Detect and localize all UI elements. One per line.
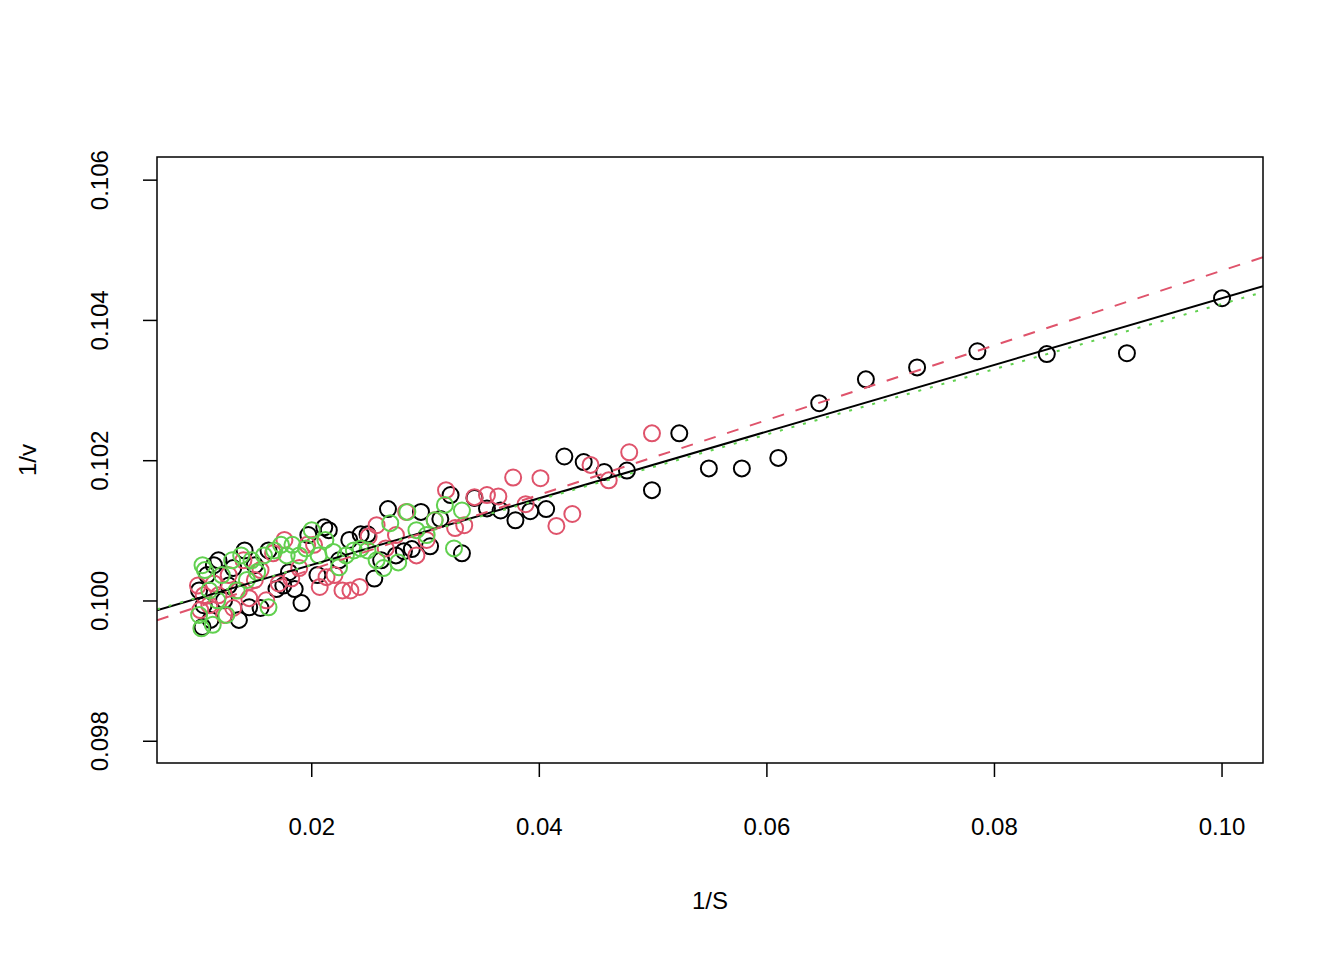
x-tick <box>311 763 313 777</box>
y-tick <box>143 179 157 181</box>
y-tick-label: 0.104 <box>86 290 113 350</box>
x-tick-label: 0.02 <box>288 813 335 840</box>
x-axis-title: 1/S <box>692 887 728 914</box>
point <box>437 497 453 513</box>
point <box>1119 345 1135 361</box>
point <box>532 470 548 486</box>
point <box>224 552 240 568</box>
plot-area <box>157 257 1263 636</box>
point <box>438 482 454 498</box>
point <box>243 552 259 568</box>
x-tick-label: 0.08 <box>971 813 1018 840</box>
point <box>214 567 230 583</box>
x-tick-label: 0.06 <box>744 813 791 840</box>
point <box>271 575 287 591</box>
point <box>233 547 249 563</box>
x-tick <box>994 763 996 777</box>
point <box>644 482 660 498</box>
point <box>548 518 564 534</box>
point <box>312 579 328 595</box>
y-tick <box>143 320 157 322</box>
point <box>352 579 368 595</box>
point <box>621 444 637 460</box>
point <box>671 425 687 441</box>
point <box>261 599 277 615</box>
background <box>0 0 1344 960</box>
point <box>191 607 207 623</box>
point <box>304 522 320 538</box>
point-series <box>191 497 470 636</box>
point <box>205 617 221 633</box>
y-tick-label: 0.098 <box>86 711 113 771</box>
point <box>556 448 572 464</box>
y-tick <box>143 460 157 462</box>
point <box>734 460 750 476</box>
point <box>266 542 282 558</box>
point <box>466 489 482 505</box>
y-tick-label: 0.106 <box>86 150 113 210</box>
y-tick-label: 0.102 <box>86 431 113 491</box>
point <box>505 470 521 486</box>
axes: 0.02 0.04 0.06 0.08 0.10 0.098 0.100 0.102 0.104… <box>86 150 1245 840</box>
x-tick <box>539 763 541 777</box>
point <box>564 506 580 522</box>
point <box>195 557 211 573</box>
point <box>454 503 470 519</box>
point <box>218 607 234 623</box>
point-series <box>190 425 660 623</box>
point <box>427 512 443 528</box>
point <box>969 343 985 359</box>
point <box>317 532 333 548</box>
x-tick-label: 0.04 <box>516 813 563 840</box>
fit-line <box>157 286 1263 610</box>
point <box>770 450 786 466</box>
plot-frame <box>157 157 1263 763</box>
point <box>369 552 385 568</box>
point <box>446 540 462 556</box>
point <box>334 582 350 598</box>
point <box>644 425 660 441</box>
y-tick-label: 0.100 <box>86 571 113 631</box>
point <box>366 571 382 587</box>
point <box>390 554 406 570</box>
point <box>583 457 599 473</box>
point <box>287 581 303 597</box>
y-axis-title: 1/v <box>14 444 41 476</box>
x-tick <box>766 763 768 777</box>
point <box>507 512 523 528</box>
point <box>538 501 554 517</box>
y-tick <box>143 600 157 602</box>
point <box>427 512 443 528</box>
x-tick-label: 0.10 <box>1199 813 1246 840</box>
x-tick <box>1221 763 1223 777</box>
point <box>341 532 357 548</box>
point <box>408 547 424 563</box>
point <box>701 460 717 476</box>
point <box>331 559 347 575</box>
chart: 0.02 0.04 0.06 0.08 0.10 0.098 0.100 0.102 0.104… <box>0 0 1344 960</box>
point <box>399 504 415 520</box>
fit-line <box>157 257 1263 620</box>
fit-line <box>157 292 1263 609</box>
point <box>382 515 398 531</box>
y-tick <box>143 741 157 743</box>
